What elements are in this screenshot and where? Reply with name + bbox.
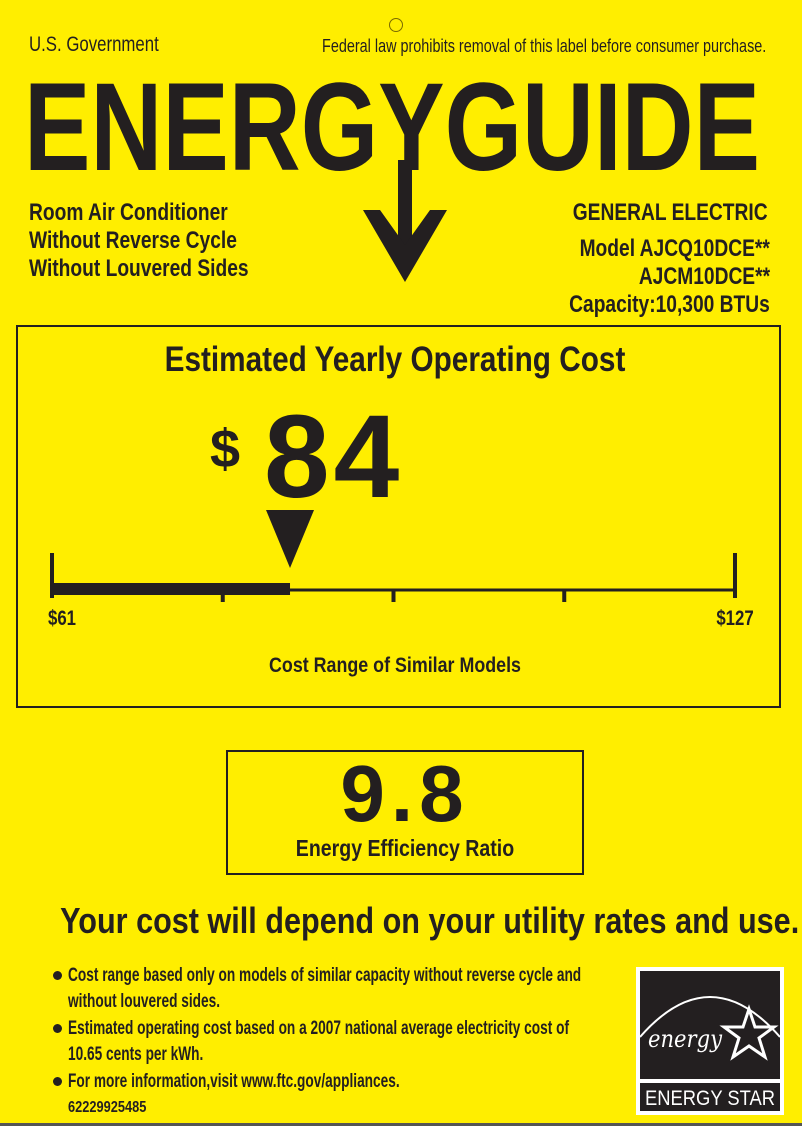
removal-notice: Federal law prohibits removal of this la… — [321, 36, 766, 56]
energyguide-title-graphic: ENERGYGUIDE — [24, 58, 760, 197]
government-label: U.S. Government — [29, 33, 159, 56]
scale-fill — [52, 583, 291, 595]
energy-star-logo: energy ENERGY STAR — [636, 967, 784, 1115]
model-number: Model AJCQ10DCE** — [579, 235, 770, 262]
footnote: For more information,visit www.ftc.gov/a… — [68, 1071, 400, 1092]
bottom-edge — [0, 1123, 802, 1126]
eer-value: 9.8 — [340, 749, 470, 838]
currency-symbol: $ — [210, 419, 241, 479]
cost-pointer-icon — [266, 510, 315, 568]
cost-heading: Estimated Yearly Operating Cost — [164, 340, 626, 379]
manufacturer: GENERAL ELECTRIC — [573, 199, 768, 226]
bullet-icon — [53, 971, 62, 980]
capacity: Capacity:10,300 BTUs — [569, 291, 770, 318]
scale-end-tick — [50, 553, 54, 598]
product-line: Room Air Conditioner — [29, 199, 228, 226]
footnote-line: Estimated operating cost based on a 2007… — [68, 1018, 570, 1039]
bullet-icon — [53, 1024, 62, 1033]
cost-disclaimer: Your cost will depend on your utility ra… — [60, 900, 800, 941]
energy-star-label: ENERGY STAR — [645, 1087, 775, 1110]
footnote-line: Cost range based only on models of simil… — [68, 965, 582, 986]
product-line: Without Reverse Cycle — [29, 227, 237, 254]
product-type: Room Air Conditioner Without Reverse Cyc… — [29, 199, 249, 283]
eer-label: Energy Efficiency Ratio — [295, 835, 515, 861]
hang-hole — [389, 18, 403, 32]
scale-tick — [220, 590, 225, 602]
range-min-label: $61 — [48, 607, 77, 630]
energy-script: energy — [648, 1025, 722, 1053]
range-max-label: $127 — [716, 607, 754, 630]
down-arrow-icon — [363, 160, 447, 282]
yearly-cost-panel — [16, 325, 781, 708]
footnote-line: 10.65 cents per kWh. — [68, 1044, 204, 1065]
barcode-number: 62229925485 — [68, 1099, 147, 1116]
scale-tick — [391, 590, 396, 602]
cost-range-scale — [50, 510, 737, 602]
scale-end-tick — [733, 553, 737, 598]
efficiency-panel — [226, 750, 584, 875]
scale-tick — [562, 590, 567, 602]
footnote: Cost range based only on models of simil… — [68, 963, 581, 1015]
energy-star-icon: energy ENERGY STAR — [639, 971, 781, 1111]
model-number-alt: AJCM10DCE** — [638, 263, 770, 290]
bullet-icon — [53, 1077, 62, 1086]
footnote-line: without louvered sides. — [68, 991, 221, 1012]
yearly-cost-value: 84 — [264, 391, 404, 523]
product-line: Without Louvered Sides — [29, 255, 249, 282]
energyguide-title: ENERGYGUIDE — [24, 58, 760, 197]
footnote: Estimated operating cost based on a 2007… — [68, 1016, 569, 1068]
range-caption: Cost Range of Similar Models — [269, 654, 521, 677]
